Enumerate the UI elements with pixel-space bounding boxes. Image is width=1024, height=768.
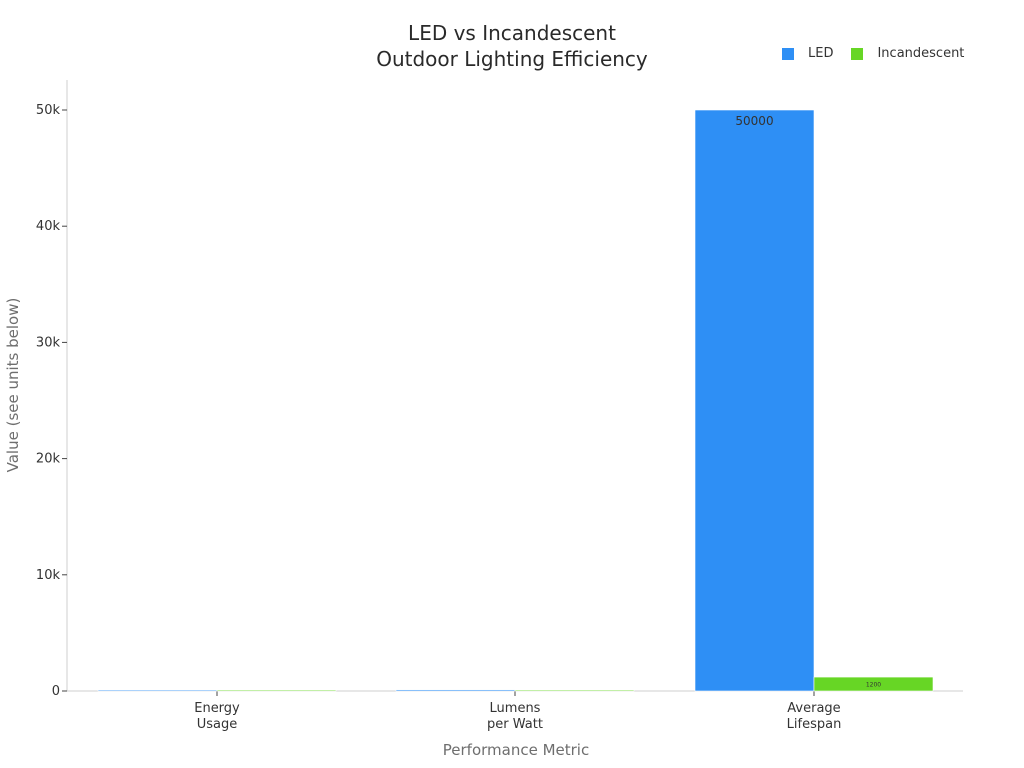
legend-item-led: LED [782,46,833,61]
legend: LED Incandescent [782,46,982,61]
data-label: 50000 [735,114,773,128]
bar-led-0 [97,689,218,692]
chart-title-line-1: LED vs Incandescent [408,21,616,45]
x-tick-label: per Watt [487,717,543,732]
x-tick-label: Usage [197,717,238,732]
y-tick-label: 50k [36,103,61,118]
y-tick-label: 0 [52,684,60,699]
y-tick-label: 30k [36,335,61,350]
legend-swatch-led [782,47,794,60]
y-axis-title: Value (see units below) [4,297,22,473]
x-tick-label: Lumens [490,701,541,716]
bar-incandescent-1 [514,689,635,692]
bar-led-1 [395,689,516,692]
bar-incandescent-0 [216,689,337,692]
x-tick-label: Lifespan [787,717,842,732]
legend-item-incandescent: Incandescent [851,46,964,61]
chart-title-line-2: Outdoor Lighting Efficiency [376,47,648,71]
bar-led-2 [694,109,815,692]
x-tick-label: Energy [194,701,240,716]
data-label: 1200 [866,682,881,689]
bar-incandescent-2 [813,676,934,692]
x-tick-label: Average [787,701,840,716]
y-tick-label: 20k [36,452,61,467]
y-tick-label: 10k [36,568,61,583]
x-axis-title: Performance Metric [442,741,590,759]
legend-label-incandescent: Incandescent [877,46,965,61]
legend-swatch-incandescent [851,47,864,60]
y-tick-label: 40k [36,219,61,234]
legend-label-led: LED [808,46,834,61]
